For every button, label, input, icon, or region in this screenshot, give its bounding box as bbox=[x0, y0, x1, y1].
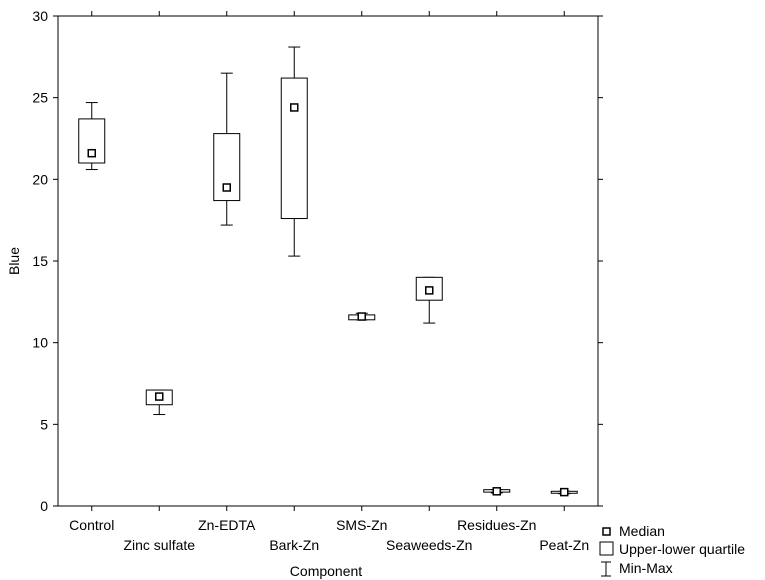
y-tick-label: 25 bbox=[32, 90, 48, 106]
x-tick-label: Zinc sulfate bbox=[123, 537, 195, 553]
y-tick-label: 5 bbox=[40, 416, 48, 432]
median-marker bbox=[222, 183, 231, 192]
median-marker bbox=[560, 487, 569, 497]
legend-minmax-icon bbox=[601, 561, 611, 577]
y-tick-label: 20 bbox=[32, 171, 48, 187]
legend-median-label: Median bbox=[619, 523, 665, 539]
x-tick-label: Zn-EDTA bbox=[198, 517, 256, 533]
y-tick-label: 0 bbox=[40, 498, 48, 514]
median-marker bbox=[290, 103, 299, 112]
plot-frame bbox=[57, 15, 599, 507]
median-marker bbox=[155, 392, 164, 401]
median-marker bbox=[357, 312, 366, 321]
x-tick-label: Bark-Zn bbox=[269, 537, 319, 553]
median-marker bbox=[425, 286, 434, 295]
x-tick-label: SMS-Zn bbox=[336, 517, 387, 533]
y-axis-title: Blue bbox=[6, 247, 22, 275]
legend-minmax-label: Min-Max bbox=[619, 560, 673, 576]
y-tick-label: 10 bbox=[32, 335, 48, 351]
legend-median-icon bbox=[602, 527, 611, 536]
legend-quartile-icon bbox=[599, 541, 614, 556]
x-tick-label: Residues-Zn bbox=[457, 517, 536, 533]
median-marker bbox=[492, 487, 501, 496]
quartile-box bbox=[213, 133, 241, 202]
legend: Median Upper-lower quartile Min-Max bbox=[599, 523, 745, 577]
x-tick-label: Seaweeds-Zn bbox=[386, 537, 472, 553]
box-control bbox=[78, 102, 106, 171]
median-marker bbox=[87, 148, 96, 158]
quartile-box bbox=[280, 77, 308, 220]
y-axis: 0 5 10 15 20 25 30 bbox=[32, 8, 603, 514]
y-tick-label: 15 bbox=[32, 253, 48, 269]
boxes-group bbox=[78, 46, 578, 497]
box-residues-zn bbox=[483, 487, 511, 496]
x-tick-label: Peat-Zn bbox=[539, 537, 589, 553]
y-tick-label: 30 bbox=[32, 8, 48, 24]
box-peat-zn bbox=[550, 487, 578, 497]
box-zn-edta bbox=[213, 72, 241, 226]
legend-quartile-label: Upper-lower quartile bbox=[619, 541, 745, 557]
x-tick-label: Control bbox=[69, 517, 114, 533]
box-seaweeds-zn bbox=[415, 276, 443, 324]
box-sms-zn bbox=[348, 312, 376, 321]
box-zinc-sulfate bbox=[145, 389, 173, 416]
x-axis-title: Component bbox=[290, 563, 362, 579]
box-bark-zn bbox=[280, 46, 308, 257]
